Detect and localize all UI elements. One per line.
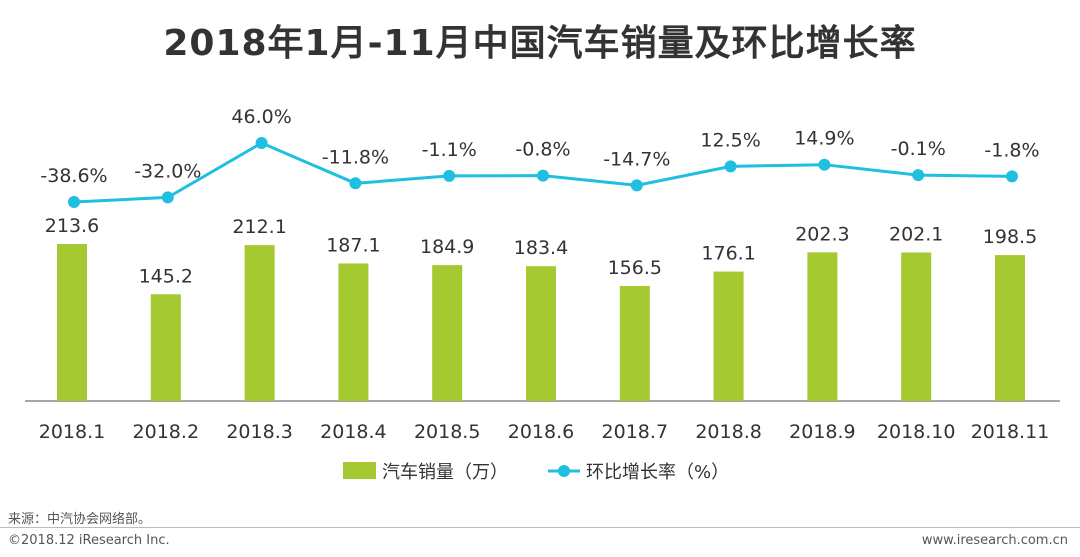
x-tick-label: 2018.7 bbox=[602, 421, 668, 443]
growth-point-2018.4 bbox=[349, 177, 362, 190]
copyright-text: ©2018.12 iResearch Inc. bbox=[8, 533, 170, 548]
growth-value-label: -38.6% bbox=[40, 165, 107, 187]
legend-line-marker bbox=[558, 465, 570, 477]
bar-value-label: 187.1 bbox=[326, 234, 380, 256]
growth-point-2018.3 bbox=[255, 137, 268, 149]
bar-value-label: 156.5 bbox=[608, 257, 662, 279]
bar-value-label: 198.5 bbox=[983, 226, 1037, 248]
growth-point-2018.7 bbox=[630, 179, 643, 192]
x-tick-label: 2018.11 bbox=[971, 421, 1050, 443]
bar-2018.3 bbox=[244, 245, 275, 401]
bar-value-label: 183.4 bbox=[514, 237, 568, 259]
growth-point-2018.5 bbox=[443, 169, 456, 182]
x-tick-label: 2018.1 bbox=[39, 421, 105, 443]
legend-bar-label: 汽车销量（万） bbox=[382, 462, 508, 483]
bar-2018.7 bbox=[619, 285, 650, 401]
bar-2018.5 bbox=[432, 265, 463, 401]
growth-value-label: -0.1% bbox=[891, 138, 946, 160]
bar-value-label: 176.1 bbox=[701, 243, 755, 265]
growth-point-2018.11 bbox=[1006, 170, 1018, 183]
bar-2018.1 bbox=[57, 244, 87, 401]
bar-2018.2 bbox=[150, 294, 181, 401]
growth-point-2018.2 bbox=[161, 191, 174, 204]
legend-line-label: 环比增长率（%） bbox=[586, 462, 729, 483]
bar-value-label: 202.3 bbox=[795, 223, 849, 245]
growth-value-label: -1.8% bbox=[984, 139, 1039, 161]
bar-2018.9 bbox=[807, 252, 838, 401]
growth-value-label: -32.0% bbox=[134, 160, 201, 182]
growth-value-label: 14.9% bbox=[794, 128, 854, 150]
bar-value-label: 213.6 bbox=[45, 215, 99, 237]
legend-bar-swatch bbox=[343, 462, 376, 479]
growth-value-label: 46.0% bbox=[231, 106, 291, 128]
growth-value-label: 12.5% bbox=[700, 129, 760, 151]
bar-2018.4 bbox=[338, 263, 369, 401]
bar-2018.10 bbox=[901, 252, 932, 401]
x-tick-label: 2018.5 bbox=[414, 421, 480, 443]
bar-2018.6 bbox=[526, 266, 556, 401]
growth-value-label: -1.1% bbox=[422, 139, 477, 161]
bar-value-label: 212.1 bbox=[232, 216, 286, 238]
bar-value-label: 145.2 bbox=[139, 265, 193, 287]
growth-value-label: -11.8% bbox=[322, 146, 389, 168]
chart-title: 2018年1月-11月中国汽车销量及环比增长率 bbox=[163, 23, 917, 64]
growth-point-2018.9 bbox=[818, 158, 831, 171]
bar-value-label: 202.1 bbox=[889, 223, 943, 245]
bar-2018.11 bbox=[995, 255, 1025, 401]
chart-area: 213.6 145.2 212.1 187.1 184.9 183.4 156.5 176.1… bbox=[25, 106, 1060, 483]
x-tick-label: 2018.10 bbox=[877, 421, 956, 443]
bar-2018.8 bbox=[713, 271, 744, 401]
x-tick-label: 2018.9 bbox=[789, 421, 855, 443]
x-tick-label: 2018.8 bbox=[695, 421, 761, 443]
growth-point-2018.10 bbox=[912, 169, 925, 182]
growth-point-2018.6 bbox=[537, 169, 549, 182]
growth-value-label: -14.7% bbox=[603, 148, 670, 170]
bar-value-label: 184.9 bbox=[420, 236, 474, 258]
growth-point-2018.1 bbox=[68, 196, 80, 208]
source-note: 来源：中汽协会网络部。 bbox=[8, 512, 152, 527]
footer-divider bbox=[0, 527, 1080, 528]
x-tick-label: 2018.2 bbox=[133, 421, 199, 443]
website-link[interactable]: www.iresearch.com.cn bbox=[921, 533, 1068, 548]
x-tick-label: 2018.3 bbox=[226, 421, 292, 443]
x-tick-label: 2018.6 bbox=[508, 421, 574, 443]
x-tick-label: 2018.4 bbox=[320, 421, 386, 443]
growth-point-2018.8 bbox=[724, 160, 737, 173]
growth-value-label: -0.8% bbox=[515, 139, 570, 161]
